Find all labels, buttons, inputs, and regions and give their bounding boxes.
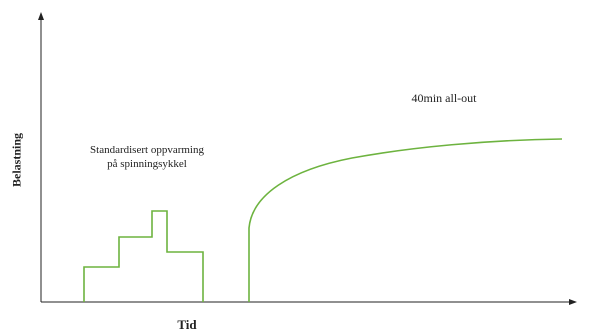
x-axis-label: Tid (177, 317, 197, 332)
warmup-annotation-line1: Standardisert oppvarming (90, 144, 204, 156)
warmup-annotation: Standardisert oppvarming på spinningsykk… (90, 144, 204, 172)
allout-annotation: 40min all-out (411, 91, 477, 105)
y-axis-arrowhead (38, 12, 44, 20)
warmup-annotation-line2: på spinningsykkel (107, 157, 187, 170)
warmup-step-profile (83, 210, 204, 302)
allout-load-curve (248, 138, 563, 302)
y-axis-label: Belastning (9, 132, 24, 188)
x-axis-arrowhead (569, 299, 577, 305)
axes (38, 12, 577, 305)
